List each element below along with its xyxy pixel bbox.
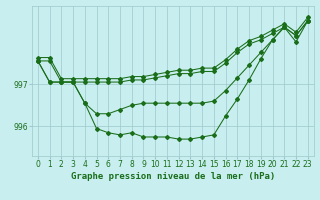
X-axis label: Graphe pression niveau de la mer (hPa): Graphe pression niveau de la mer (hPa) bbox=[71, 172, 275, 181]
